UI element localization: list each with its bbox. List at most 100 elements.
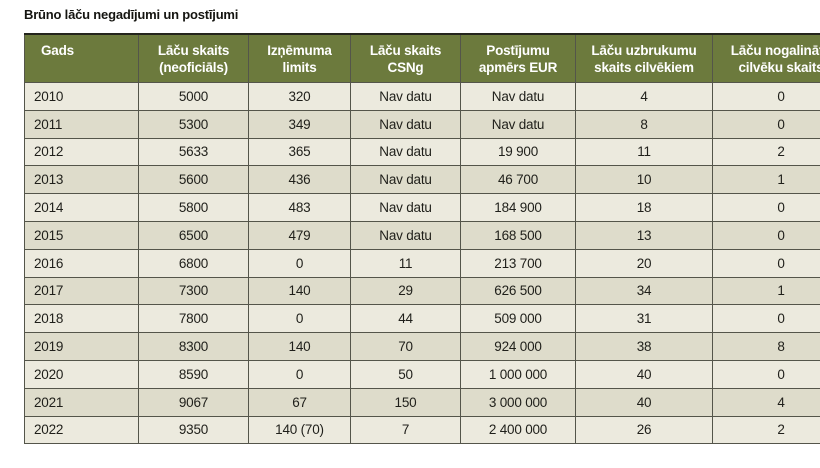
- year-cell: 2020: [24, 359, 139, 389]
- table-header: Gads Lāču skaits (neoficiāls) Izņēmuma lim…: [24, 33, 820, 83]
- data-cell: 168 500: [460, 220, 576, 250]
- data-cell: 18: [575, 193, 713, 222]
- data-cell: 29: [350, 276, 461, 306]
- year-cell: 2015: [24, 220, 139, 250]
- data-cell: 8: [575, 109, 713, 139]
- data-cell: 2: [712, 415, 820, 445]
- data-cell: 1: [712, 276, 820, 306]
- column-header-7: Lāču nogalināto cilvēku skaits: [712, 33, 820, 83]
- data-cell: 2 400 000: [460, 415, 576, 445]
- data-cell: 140: [248, 332, 351, 361]
- data-cell: 349: [248, 109, 351, 139]
- table-row-2017: 2017 7300 140 29 626 500 34 1: [24, 276, 820, 306]
- column-header-1: Gads: [24, 33, 139, 83]
- table-body: 2010 5000 320 Nav datu Nav datu 4 0 2011 5300 349…: [24, 82, 820, 445]
- data-cell: 50: [350, 359, 461, 389]
- data-cell: 19 900: [460, 137, 576, 167]
- data-cell: 44: [350, 304, 461, 334]
- data-cell: 0: [248, 359, 351, 389]
- data-cell: 0: [712, 304, 820, 334]
- table-row-2016: 2016 6800 0 11 213 700 20 0: [24, 248, 820, 278]
- data-cell: 8: [712, 332, 820, 361]
- year-cell: 2012: [24, 137, 139, 167]
- table-row-2013: 2013 5600 436 Nav datu 46 700 10 1: [24, 165, 820, 195]
- data-cell: 1: [712, 165, 820, 195]
- table-row-2018: 2018 7800 0 44 509 000 31 0: [24, 304, 820, 334]
- data-cell: 7800: [138, 304, 249, 334]
- data-cell: 13: [575, 220, 713, 250]
- year-cell: 2021: [24, 387, 139, 417]
- data-cell: 140: [248, 276, 351, 306]
- data-cell: 0: [712, 248, 820, 278]
- data-cell: Nav datu: [350, 220, 461, 250]
- data-cell: 0: [248, 248, 351, 278]
- page-title: Brūno lāču negadījumi un postījumi: [24, 7, 239, 22]
- data-cell: 0: [248, 304, 351, 334]
- data-cell: 6800: [138, 248, 249, 278]
- data-cell: 6500: [138, 220, 249, 250]
- column-header-2: Lāču skaits (neoficiāls): [138, 33, 249, 83]
- data-cell: 70: [350, 332, 461, 361]
- year-cell: 2017: [24, 276, 139, 306]
- data-cell: 2: [712, 137, 820, 167]
- table-row-2010: 2010 5000 320 Nav datu Nav datu 4 0: [24, 82, 820, 111]
- data-cell: 9067: [138, 387, 249, 417]
- data-cell: Nav datu: [460, 109, 576, 139]
- data-cell: 320: [248, 82, 351, 111]
- data-cell: 436: [248, 165, 351, 195]
- data-cell: 4: [575, 82, 713, 111]
- column-header-4: Lāču skaits CSNg: [350, 33, 461, 83]
- table-row-2015: 2015 6500 479 Nav datu 168 500 13 0: [24, 220, 820, 250]
- data-cell: Nav datu: [350, 137, 461, 167]
- data-cell: 0: [712, 109, 820, 139]
- data-cell: 31: [575, 304, 713, 334]
- bear-incidents-table: Gads Lāču skaits (neoficiāls) Izņēmuma lim…: [24, 33, 820, 445]
- year-cell: 2011: [24, 109, 139, 139]
- column-header-3: Izņēmuma limits: [248, 33, 351, 83]
- year-cell: 2013: [24, 165, 139, 195]
- table-row-2019: 2019 8300 140 70 924 000 38 8: [24, 332, 820, 361]
- column-header-6: Lāču uzbrukumu skaits cilvēkiem: [575, 33, 713, 83]
- data-cell: 5000: [138, 82, 249, 111]
- data-cell: 5633: [138, 137, 249, 167]
- data-cell: 4: [712, 387, 820, 417]
- data-cell: 626 500: [460, 276, 576, 306]
- data-cell: 9350: [138, 415, 249, 445]
- table-row-2012: 2012 5633 365 Nav datu 19 900 11 2: [24, 137, 820, 167]
- data-cell: 38: [575, 332, 713, 361]
- data-cell: Nav datu: [350, 193, 461, 222]
- data-cell: 20: [575, 248, 713, 278]
- data-cell: 11: [350, 248, 461, 278]
- data-cell: 0: [712, 359, 820, 389]
- year-cell: 2014: [24, 193, 139, 222]
- year-cell: 2022: [24, 415, 139, 445]
- table-row-2020: 2020 8590 0 50 1 000 000 40 0: [24, 359, 820, 389]
- year-cell: 2018: [24, 304, 139, 334]
- data-cell: 0: [712, 220, 820, 250]
- data-cell: 8590: [138, 359, 249, 389]
- data-cell: 924 000: [460, 332, 576, 361]
- data-cell: 34: [575, 276, 713, 306]
- data-cell: 140 (70): [248, 415, 351, 445]
- data-cell: 5800: [138, 193, 249, 222]
- data-cell: 5600: [138, 165, 249, 195]
- data-cell: 46 700: [460, 165, 576, 195]
- data-cell: 7: [350, 415, 461, 445]
- data-cell: 213 700: [460, 248, 576, 278]
- data-cell: 7300: [138, 276, 249, 306]
- data-cell: Nav datu: [350, 165, 461, 195]
- data-cell: Nav datu: [350, 82, 461, 111]
- data-cell: 10: [575, 165, 713, 195]
- table-header-row: Gads Lāču skaits (neoficiāls) Izņēmuma lim…: [24, 33, 820, 83]
- data-cell: 184 900: [460, 193, 576, 222]
- year-cell: 2010: [24, 82, 139, 111]
- data-cell: 1 000 000: [460, 359, 576, 389]
- data-cell: 8300: [138, 332, 249, 361]
- data-cell: 40: [575, 359, 713, 389]
- data-cell: 150: [350, 387, 461, 417]
- data-cell: 365: [248, 137, 351, 167]
- year-cell: 2016: [24, 248, 139, 278]
- year-cell: 2019: [24, 332, 139, 361]
- data-cell: 11: [575, 137, 713, 167]
- data-cell: 3 000 000: [460, 387, 576, 417]
